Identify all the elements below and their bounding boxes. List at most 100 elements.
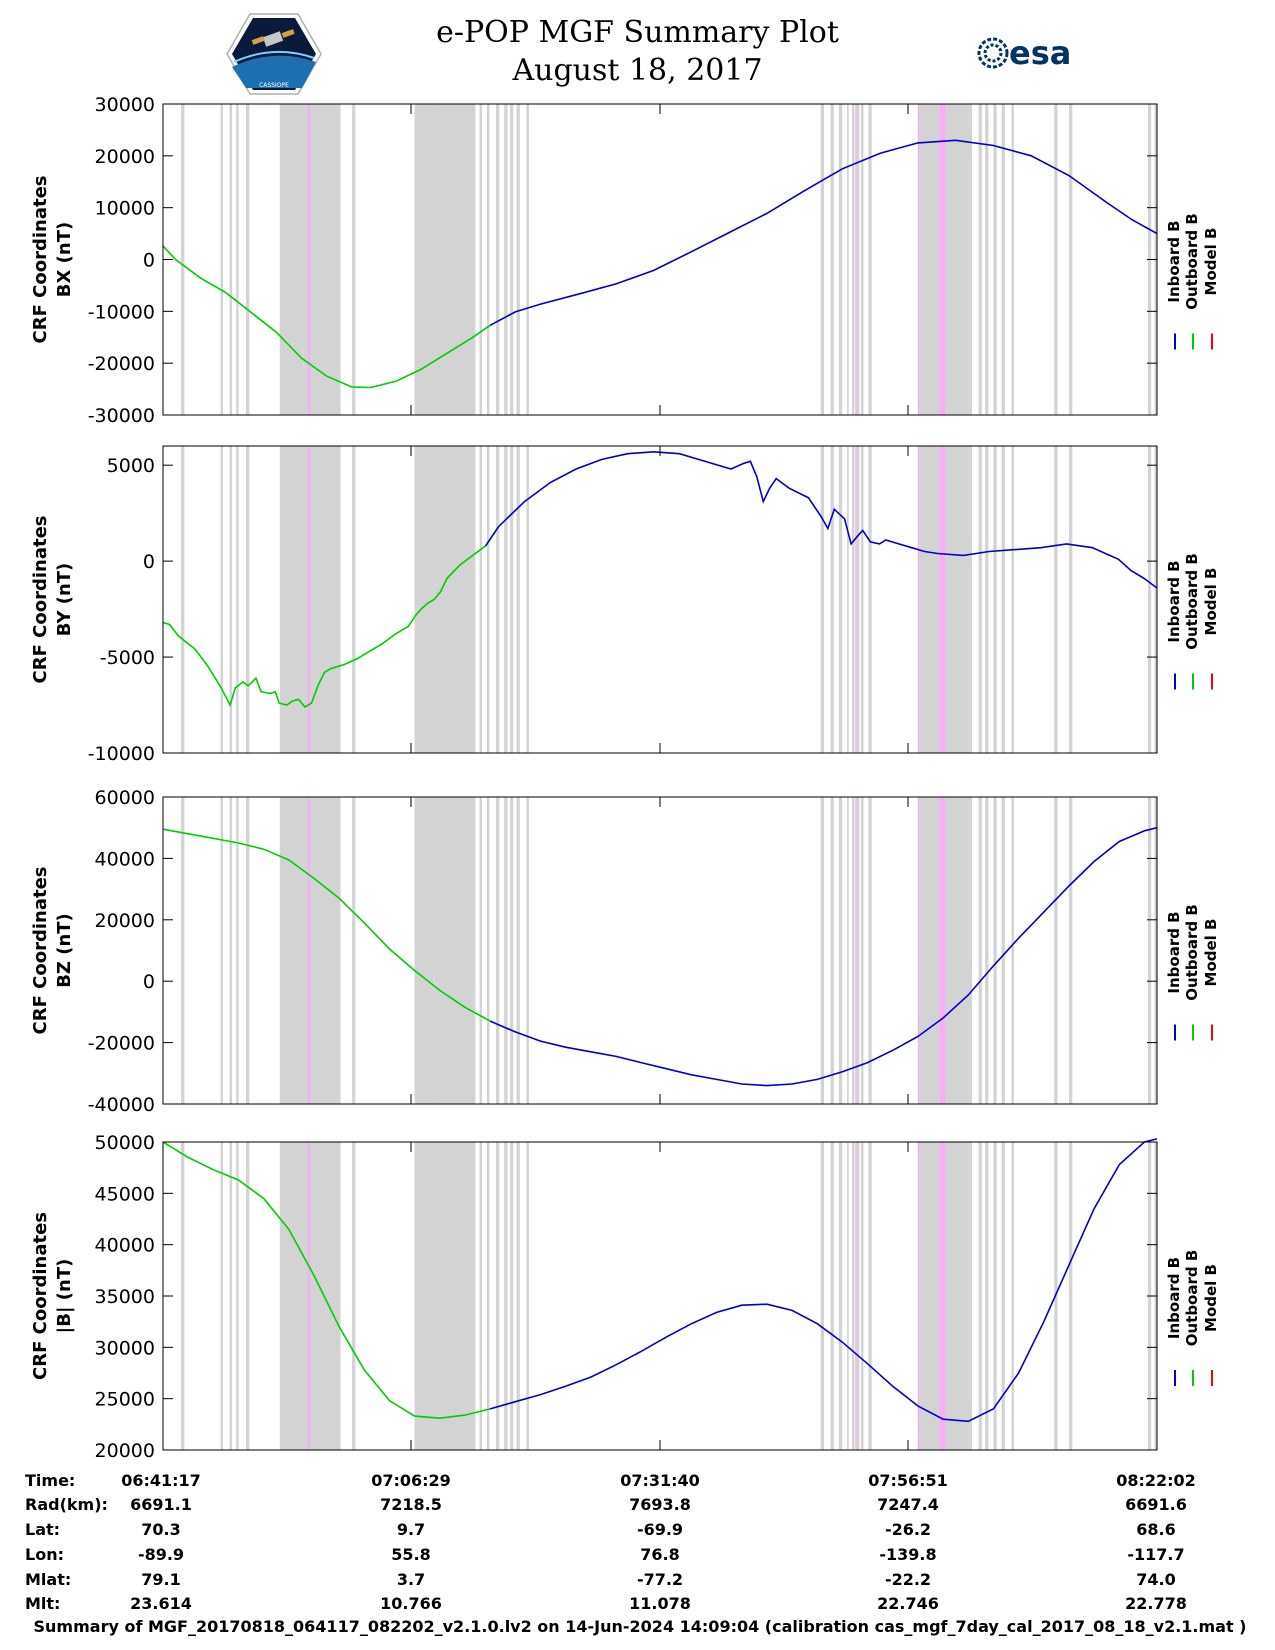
ephemeris-value: 11.078	[629, 1594, 691, 1613]
esa-logo: esa	[977, 34, 1071, 72]
ephemeris-value: 74.0	[1136, 1570, 1176, 1589]
flag-band	[307, 797, 311, 1104]
ephemeris-value: -22.2	[884, 1570, 932, 1589]
data-gap-band	[868, 104, 872, 415]
data-gap-band	[861, 104, 864, 415]
y-tick-label: 60000	[95, 787, 155, 809]
data-gap-band	[486, 1142, 490, 1450]
y-tick-label: -10000	[88, 743, 155, 765]
outboard-b-series	[162, 828, 491, 1022]
data-gap-band	[509, 1142, 514, 1450]
data-gap-band	[965, 104, 973, 415]
ephemeris-value: -26.2	[884, 1520, 932, 1539]
data-gap-band	[830, 1142, 834, 1450]
inboard-b-series	[489, 826, 1158, 1087]
y-tick-label: -10000	[88, 301, 155, 323]
flag-band	[939, 1142, 946, 1450]
plot-panel-3: 60000 40000 20000 0 -20000 -40000 CRF Coordina…	[30, 787, 1220, 1116]
flag-band	[939, 446, 946, 753]
data-gap-band	[434, 1142, 476, 1450]
y-tick-label: 20000	[95, 146, 155, 168]
data-gap-band	[838, 797, 843, 1104]
data-gap-band	[1001, 797, 1005, 1104]
cassiope-mission-logo: CASSIOPE	[226, 13, 322, 95]
data-gap-band	[509, 104, 514, 415]
ephemeris-row: Lat: 70.3 9.7 -69.9 -26.2 68.6	[0, 1520, 1275, 1544]
y-tick-label: 45000	[95, 1183, 155, 1205]
y-axis-label-line: CRF Coordinates	[30, 867, 51, 1035]
data-gap-band	[847, 446, 849, 753]
data-gap-band	[993, 104, 997, 415]
legend-outboard-b-label: Outboard B	[1183, 1250, 1201, 1347]
data-gap-band	[495, 797, 500, 1104]
y-tick-label: 10000	[95, 198, 155, 220]
data-gap-band	[486, 797, 490, 1104]
ephemeris-row-label: Mlat:	[25, 1570, 72, 1589]
flag-band	[855, 1142, 857, 1450]
y-axis-label-line: |B| (nT)	[54, 1259, 75, 1334]
data-gap-band	[985, 1142, 989, 1450]
y-tick-label: -30000	[88, 405, 155, 427]
data-gap-band	[279, 104, 304, 415]
data-gap-band	[181, 446, 185, 753]
data-gap-band	[516, 797, 520, 1104]
data-gap-band	[847, 797, 849, 1104]
data-gap-band	[1001, 1142, 1005, 1450]
data-gap-band	[861, 1142, 864, 1450]
data-gap-band	[851, 1142, 855, 1450]
y-axis-label: CRF Coordinates |B| (nT)	[30, 1212, 75, 1380]
y-tick-label: 0	[143, 551, 155, 573]
data-gap-band	[229, 1142, 233, 1450]
data-gap-band	[236, 1142, 239, 1450]
ephemeris-row-label: Rad(km):	[25, 1495, 108, 1514]
flag-band	[917, 104, 920, 415]
data-gap-band	[526, 446, 529, 753]
data-gap-band	[279, 446, 304, 753]
ephemeris-value: -117.7	[1127, 1545, 1185, 1564]
legend-outboard-b-label: Outboard B	[1183, 904, 1201, 1001]
data-gap-band	[236, 797, 239, 1104]
data-gap-band	[1011, 446, 1014, 753]
data-gap-band	[1154, 446, 1157, 753]
ephemeris-value: 79.1	[141, 1570, 181, 1589]
data-gap-band	[945, 1142, 966, 1450]
legend-model-b-label: Model B	[1202, 919, 1220, 987]
data-gap-band	[868, 797, 872, 1104]
data-gap-band	[181, 1142, 185, 1450]
data-gap-band	[820, 446, 825, 753]
data-gap-band	[229, 104, 233, 415]
data-gap-band	[861, 446, 864, 753]
data-gap-band	[495, 104, 500, 415]
data-gap-band	[236, 446, 239, 753]
ephemeris-value: 7218.5	[380, 1495, 442, 1514]
data-gap-band	[847, 104, 849, 415]
inboard-b-series	[489, 139, 1158, 327]
data-gap-band	[220, 446, 224, 753]
plot-panel-2: 5000 0 -5000 -10000 CRF Coordinates BY (nT) In…	[30, 445, 1220, 765]
data-gap-band	[504, 104, 508, 415]
data-gap-band	[1054, 797, 1058, 1104]
data-gap-band	[504, 446, 508, 753]
ephemeris-value: 70.3	[141, 1520, 181, 1539]
legend-inboard-b-label: Inboard B	[1165, 220, 1183, 302]
data-gap-band	[978, 797, 982, 1104]
data-gap-band	[504, 797, 508, 1104]
ephemeris-value: 22.778	[1125, 1594, 1187, 1613]
y-tick-label: -5000	[100, 647, 155, 669]
data-gap-band	[246, 797, 250, 1104]
data-gap-band	[945, 446, 966, 753]
data-gap-band	[279, 797, 304, 1104]
data-gap-band	[1154, 797, 1157, 1104]
data-gap-band	[352, 104, 356, 415]
flag-band	[917, 1142, 920, 1450]
data-gap-band	[851, 446, 855, 753]
data-gap-band	[851, 797, 855, 1104]
data-gap-band	[1069, 446, 1073, 753]
ephemeris-value: 6691.6	[1125, 1495, 1187, 1514]
data-gap-band	[965, 446, 973, 753]
legend-inboard-b-label: Inboard B	[1165, 1257, 1183, 1339]
data-gap-band	[509, 446, 514, 753]
y-tick-label: 0	[143, 250, 155, 272]
data-gap-band	[856, 1142, 860, 1450]
data-gap-band	[181, 797, 185, 1104]
